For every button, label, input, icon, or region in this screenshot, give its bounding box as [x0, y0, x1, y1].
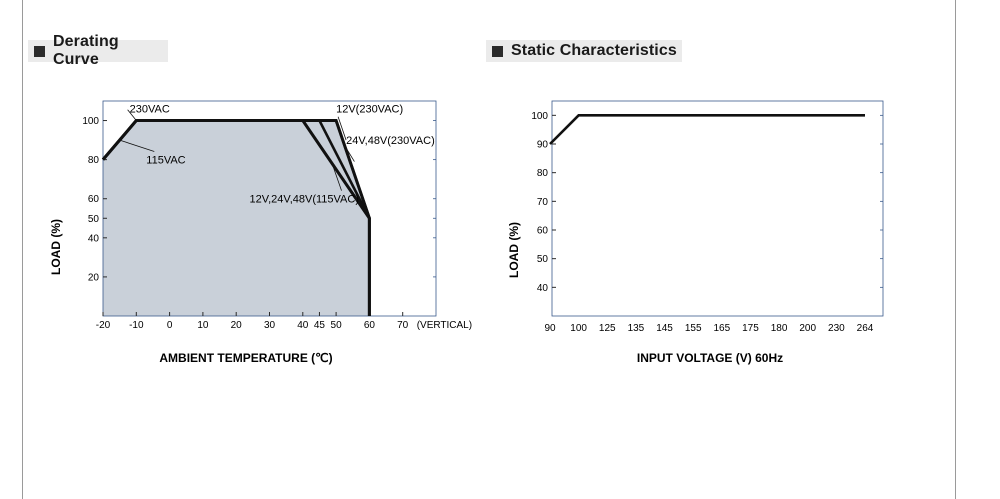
x-tick-suffix: (VERTICAL) — [417, 320, 472, 331]
series-line — [301, 119, 371, 220]
y-axis-title: LOAD (%) — [49, 219, 63, 275]
derating-curve-title: Derating Curve — [53, 33, 119, 68]
x-tick-label: 200 — [799, 323, 816, 334]
y-tick-label: 50 — [88, 214, 100, 225]
y-tick-label: 20 — [88, 272, 100, 283]
x-tick-label: 70 — [397, 320, 409, 331]
annotation-label: 115VAC — [146, 155, 185, 167]
series-line — [318, 119, 371, 219]
y-tick-label: 60 — [88, 194, 100, 205]
y-tick-label: 50 — [537, 254, 549, 265]
annotation-leader — [119, 139, 155, 152]
x-tick-label: 230 — [828, 323, 845, 334]
derating-curve-header: Derating Curve — [28, 33, 168, 68]
x-tick-label: -10 — [129, 320, 144, 331]
y-axis-title: LOAD (%) — [507, 222, 521, 278]
static-characteristics-header: Static Characteristics — [486, 40, 682, 62]
x-axis-title: AMBIENT TEMPERATURE (℃) — [159, 351, 332, 365]
left-frame-line — [22, 0, 23, 499]
x-tick-label: 60 — [364, 320, 376, 331]
header-bullet-icon — [492, 45, 503, 57]
x-axis-title: INPUT VOLTAGE (V) 60Hz — [637, 351, 783, 365]
x-tick-label: 135 — [628, 323, 645, 334]
static-characteristics-chart: 40 50 60 70 80 90 100 90 100 125 135 145 155 165 175 18… — [507, 100, 884, 365]
series-line — [549, 114, 865, 145]
x-tick-label: 145 — [656, 323, 673, 334]
x-tick-label: 0 — [167, 320, 173, 331]
x-tick-label: 45 — [314, 320, 326, 331]
x-tick-label: 264 — [857, 323, 874, 334]
y-tick-label: 40 — [537, 283, 549, 294]
x-tick-label: -20 — [96, 320, 111, 331]
y-tick-label: 70 — [537, 197, 549, 208]
y-tick-label: 80 — [537, 168, 549, 179]
y-tick-label: 90 — [537, 140, 549, 151]
annotation-leader — [337, 116, 347, 141]
x-tick-label: 90 — [544, 323, 556, 334]
y-tick-label: 100 — [531, 111, 548, 122]
plot-frame — [551, 100, 884, 317]
y-tick-label: 40 — [88, 233, 100, 244]
operating-region-fill — [103, 120, 370, 316]
annotation-leader — [345, 147, 355, 162]
x-tick-label: 175 — [742, 323, 759, 334]
header-bullet-icon — [34, 45, 45, 57]
x-tick-label: 50 — [331, 320, 343, 331]
annotation-leader — [127, 109, 137, 121]
annotation-label: 230VAC — [130, 104, 170, 116]
x-tick-label: 125 — [599, 323, 616, 334]
static-characteristics-title: Static Characteristics — [511, 42, 677, 59]
x-tick-label: 40 — [297, 320, 309, 331]
y-tick-label: 80 — [88, 155, 100, 166]
x-tick-label: 100 — [570, 323, 587, 334]
derating-curve-chart: 20 40 50 60 80 100 -20 -10 0 10 20 30 40 45 50 60 70 (VER… — [49, 100, 472, 365]
x-tick-label: 20 — [231, 320, 243, 331]
y-tick-label: 60 — [537, 226, 549, 237]
x-tick-label: 155 — [685, 323, 702, 334]
annotation-label: 12V,24V,48V(115VAC) — [250, 194, 359, 206]
x-tick-label: 30 — [264, 320, 276, 331]
annotation-leader — [332, 165, 342, 191]
annotation-label: 24V,48V(230VAC) — [346, 135, 435, 147]
right-frame-line — [955, 0, 956, 499]
x-tick-label: 10 — [197, 320, 209, 331]
annotation-label: 12V(230VAC) — [336, 104, 403, 116]
x-tick-label: 165 — [713, 323, 730, 334]
x-tick-label: 180 — [771, 323, 788, 334]
series-line — [334, 120, 371, 219]
y-tick-label: 100 — [82, 116, 99, 127]
